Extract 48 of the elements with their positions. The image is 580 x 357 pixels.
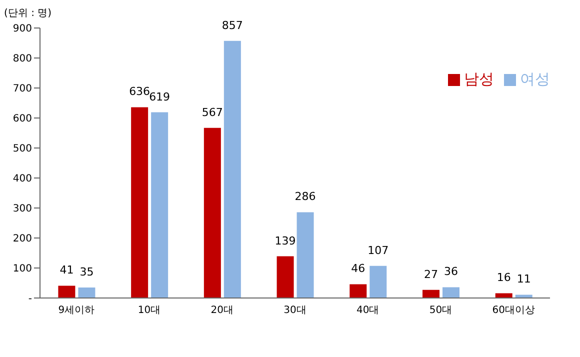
- data-label: 41: [60, 264, 74, 277]
- bar: [370, 266, 387, 298]
- data-label: 619: [149, 90, 170, 104]
- text: (단위 : 명): [4, 7, 52, 20]
- y-tick-label: 900: [12, 24, 32, 35]
- bar: [296, 212, 314, 298]
- data-label: 16: [496, 271, 511, 284]
- x-tick-label: 9세이하: [58, 305, 95, 316]
- bar: [442, 287, 460, 298]
- data-label: 11: [516, 272, 531, 286]
- x-tick-label: 40대: [356, 305, 380, 316]
- data-label: 35: [80, 266, 94, 278]
- y-tick-label: 600: [12, 114, 32, 125]
- bar: [350, 284, 367, 298]
- data-label: 46: [351, 262, 366, 276]
- x-tick-label: 60대이상: [492, 305, 535, 316]
- bar: [204, 128, 221, 298]
- y-tick-label: 300: [12, 204, 32, 215]
- data-label: 27: [424, 268, 438, 281]
- y-tick-label: 200: [12, 234, 32, 245]
- y-tick-label: 700: [12, 84, 32, 95]
- bar: [78, 288, 96, 298]
- bar: [422, 290, 440, 298]
- legend-label: 여성: [520, 70, 550, 88]
- x-tick-label: 10대: [138, 305, 161, 316]
- data-label: 107: [368, 244, 389, 257]
- bar: [495, 293, 512, 298]
- data-label: 36: [444, 265, 458, 278]
- legend-label: 남성: [464, 70, 494, 88]
- x-tick-label: 30대: [284, 305, 306, 316]
- x-tick-label: 20대: [210, 305, 234, 316]
- y-tick-label: 100: [12, 264, 32, 275]
- bar: [515, 294, 532, 298]
- data-label: 636: [129, 85, 150, 98]
- y-tick-label: 800: [12, 54, 32, 65]
- data-label: 139: [274, 234, 296, 248]
- bar: [276, 256, 294, 298]
- y-tick-label: -: [28, 294, 32, 305]
- data-label: 567: [202, 106, 223, 119]
- bar: [151, 112, 168, 298]
- x-tick-label: 50대: [429, 305, 452, 316]
- data-label: 857: [222, 18, 243, 32]
- y-tick-label: 500: [12, 144, 32, 155]
- bar: [58, 286, 76, 298]
- bar: [224, 40, 241, 298]
- y-tick-label: 400: [12, 174, 32, 185]
- data-label: 286: [294, 190, 316, 204]
- bar: [131, 107, 148, 298]
